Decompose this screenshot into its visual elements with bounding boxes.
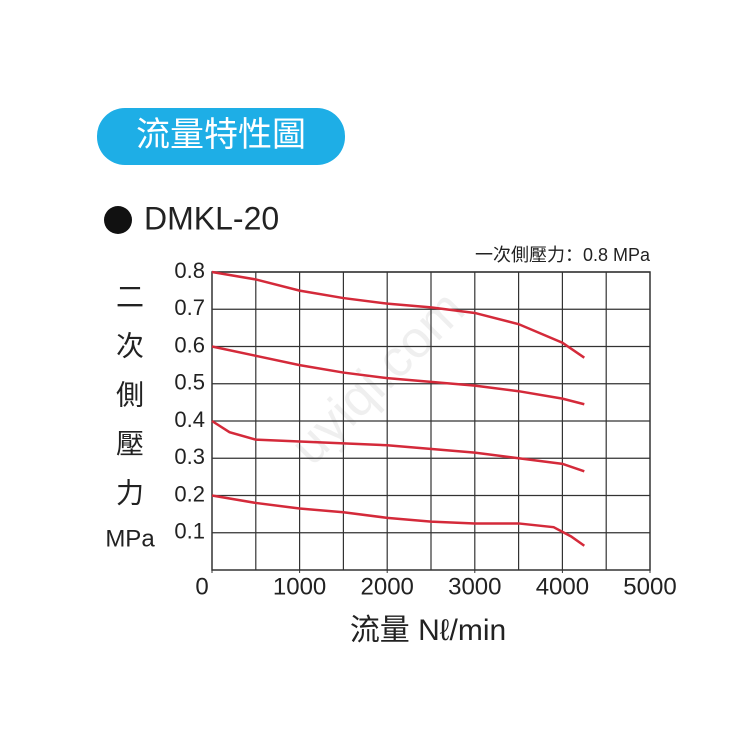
y-tick-label: 0.4	[174, 407, 205, 432]
y-tick-label: 0.2	[174, 481, 205, 506]
x-tick-label: 1000	[273, 573, 326, 600]
line-series	[211, 270, 586, 359]
x-tick-label: 0	[195, 573, 208, 600]
y-axis-label: 壓	[116, 428, 144, 459]
line-series	[211, 419, 585, 473]
bullet	[104, 206, 132, 234]
y-axis-label: 側	[116, 379, 144, 410]
y-axis-unit: MPa	[105, 525, 155, 552]
y-axis-label: 次	[116, 330, 144, 361]
x-tick-label: 4000	[536, 573, 589, 600]
x-tick-label: 3000	[448, 573, 501, 600]
line-series	[211, 494, 586, 547]
chart-title: 流量特性圖	[136, 116, 306, 154]
title-pill	[97, 108, 345, 165]
y-tick-label: 0.8	[174, 258, 205, 283]
chart-subtitle: DMKL-20	[144, 200, 279, 236]
y-tick-label: 0.1	[174, 519, 205, 544]
y-axis-label: 二	[116, 281, 144, 312]
x-axis-label: 流量 Nℓ/min	[350, 614, 506, 647]
annotation: 一次側壓力：0.8 MPa	[475, 245, 651, 265]
x-tick-label: 2000	[361, 573, 414, 600]
y-tick-label: 0.7	[174, 295, 205, 320]
line-series	[211, 345, 585, 406]
y-axis-label: 力	[116, 477, 144, 508]
y-tick-label: 0.5	[174, 370, 205, 395]
x-tick-label: 5000	[623, 573, 676, 600]
y-tick-label: 0.3	[174, 444, 205, 469]
y-tick-label: 0.6	[174, 332, 205, 357]
